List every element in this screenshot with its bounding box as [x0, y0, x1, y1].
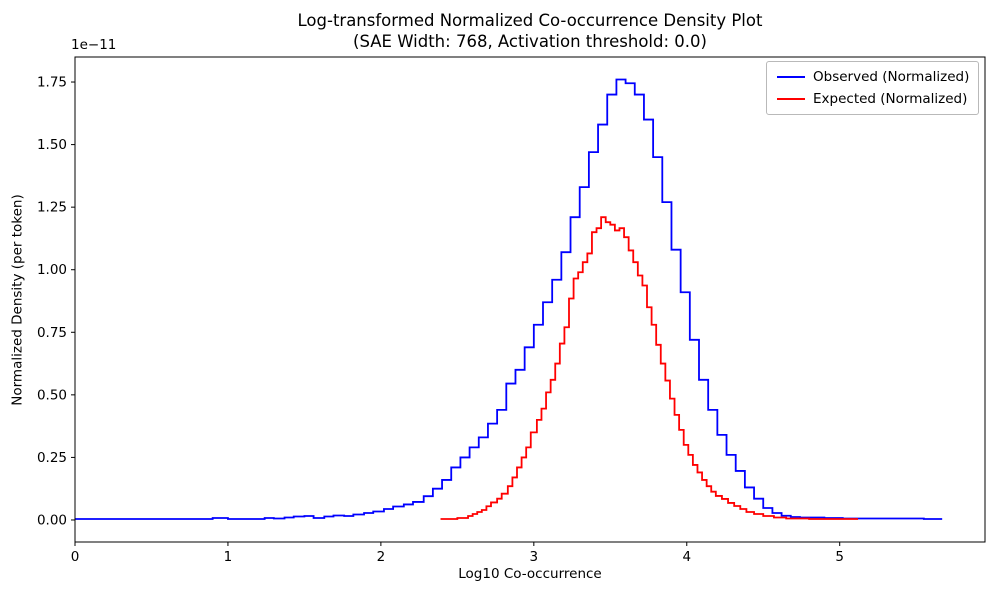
- y-axis-label: Normalized Density (per token): [10, 193, 26, 406]
- y-tick-label: 0.75: [37, 325, 67, 341]
- y-tick-label: 1.25: [37, 200, 67, 216]
- x-tick-label: 0: [71, 549, 80, 565]
- y-tick-label: 1.75: [37, 75, 67, 91]
- legend: Observed (Normalized) Expected (Normaliz…: [766, 61, 979, 115]
- y-tick-label: 1.00: [37, 262, 67, 278]
- x-tick-label: 1: [224, 549, 233, 565]
- y-axis-label-container: Normalized Density (per token): [2, 57, 34, 542]
- legend-label-expected: Expected (Normalized): [813, 91, 968, 107]
- observed-series-line: [75, 78, 943, 520]
- chart-title: Log-transformed Normalized Co-occurrence…: [75, 10, 985, 52]
- y-tick-label: 0.00: [37, 512, 67, 528]
- legend-label-observed: Observed (Normalized): [813, 69, 970, 85]
- legend-item-observed: Observed (Normalized): [777, 69, 969, 85]
- chart-title-line2: (SAE Width: 768, Activation threshold: 0…: [353, 32, 707, 51]
- x-tick-label: 4: [682, 549, 691, 565]
- expected-series-line: [440, 216, 859, 520]
- y-tick-label: 0.25: [37, 450, 67, 466]
- legend-line-expected-icon: [777, 98, 805, 100]
- chart-title-line1: Log-transformed Normalized Co-occurrence…: [297, 11, 763, 30]
- y-axis-offset-text: 1e−11: [71, 37, 117, 53]
- x-tick-label: 2: [377, 549, 386, 565]
- x-axis-label: Log10 Co-occurrence: [458, 566, 602, 582]
- x-tick-label: 3: [530, 549, 539, 565]
- legend-item-expected: Expected (Normalized): [777, 91, 969, 107]
- legend-line-observed-icon: [777, 76, 805, 78]
- x-tick-label: 5: [835, 549, 844, 565]
- plot-border: [74, 56, 986, 543]
- y-tick-label: 1.50: [37, 137, 67, 153]
- y-tick-label: 0.50: [37, 387, 67, 403]
